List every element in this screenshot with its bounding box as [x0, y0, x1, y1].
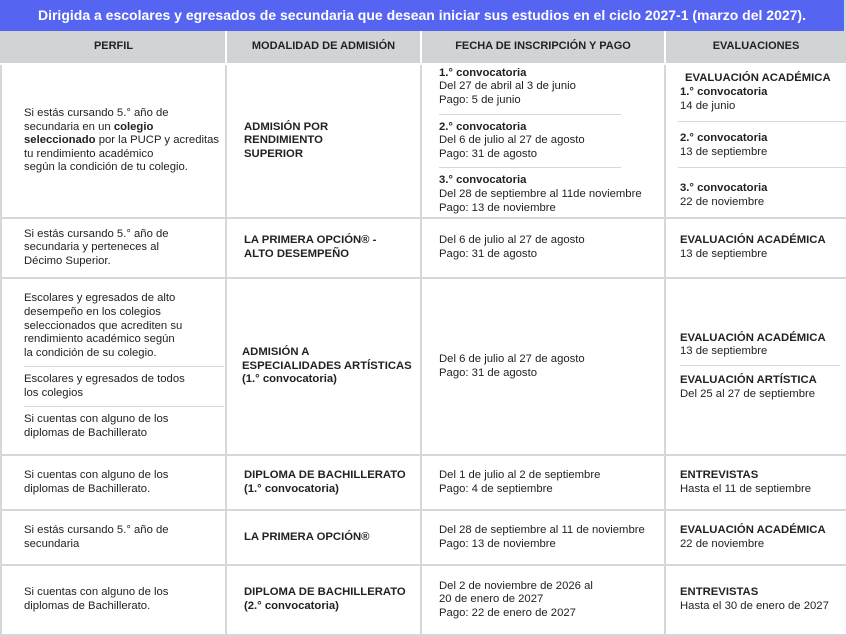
modalidad-cell: LA PRIMERA OPCIÓN® — [225, 509, 422, 566]
evaluacion-cell: ENTREVISTAS Hasta el 11 de septiembre — [664, 454, 846, 511]
perfil-text: Si cuentas con alguno de los diplomas de… — [24, 413, 169, 440]
perfil-cell: Si estás cursando 5.° año de secundaria … — [0, 217, 227, 279]
perfil-text: por la PUCP y acreditas tu rendimiento a… — [24, 134, 220, 174]
evaluacion-date: Del 25 al 27 de septiembre — [680, 387, 816, 400]
evaluacion-cell: ENTREVISTAS Hasta el 30 de enero de 2027 — [664, 564, 846, 636]
perfil-text: Escolares y egresados de todos los coleg… — [24, 373, 185, 399]
convocatoria-label: 3.° convocatoria — [680, 182, 768, 195]
evaluacion-title: EVALUACIÓN ACADÉMICA — [680, 234, 826, 247]
table-row: Si estás cursando 5.° año de secundaria … — [0, 509, 846, 566]
divider — [439, 113, 621, 115]
evaluacion-title: EVALUACIÓN ACADÉMICA — [685, 72, 831, 85]
table-row: Si cuentas con alguno de los diplomas de… — [0, 454, 846, 511]
convocatoria-label: 1.° convocatoria — [680, 86, 768, 99]
evaluacion-date: 13 de septiembre — [680, 145, 768, 158]
evaluacion-date: 13 de septiembre — [680, 345, 768, 358]
admission-table: PERFIL MODALIDAD DE ADMISIÓN FECHA DE IN… — [0, 31, 846, 636]
perfil-bold-text: colegio seleccionado — [24, 120, 154, 147]
evaluacion-title: EVALUACIÓN ACADÉMICA — [680, 331, 826, 344]
fecha-cell: Del 6 de julio al 27 de agosto Pago: 31 … — [420, 217, 666, 279]
modalidad-cell: ADMISIÓN POR RENDIMIENTO SUPERIOR — [225, 63, 422, 219]
evaluacion-title: EVALUACIÓN ARTÍSTICA — [680, 374, 817, 386]
table-row: Si estás cursando 5.° año de secundaria … — [0, 217, 846, 279]
divider — [439, 167, 621, 169]
evaluacion-cell: EVALUACIÓN ACADÉMICA 22 de noviembre — [664, 509, 846, 566]
header-row: PERFIL MODALIDAD DE ADMISIÓN FECHA DE IN… — [0, 31, 846, 65]
evaluacion-title: EVALUACIÓN ACADÉMICA — [680, 523, 826, 536]
table-title: Dirigida a escolares y egresados de secu… — [0, 0, 846, 31]
evaluacion-cell: EVALUACIÓN ACADÉMICA 13 de septiembre EV… — [664, 277, 846, 456]
evaluacion-date: Hasta el 30 de enero de 2027 — [680, 600, 829, 612]
header-fecha: FECHA DE INSCRIPCIÓN Y PAGO — [420, 31, 666, 65]
header-perfil: PERFIL — [0, 31, 227, 65]
evaluacion-title: ENTREVISTAS — [680, 468, 759, 481]
convocatoria-label: 2.° convocatoria — [439, 120, 527, 133]
divider — [680, 365, 840, 366]
perfil-cell: Si cuentas con alguno de los diplomas de… — [0, 564, 227, 636]
evaluacion-date: 13 de septiembre — [680, 248, 768, 260]
fecha-text: Del 27 de abril al 3 de junio Pago: 5 de… — [439, 80, 576, 107]
perfil-cell: Escolares y egresados de alto desempeño … — [0, 277, 227, 456]
convocatoria-label: 1.° convocatoria — [439, 66, 527, 79]
perfil-text: Escolares y egresados de alto desempeño … — [24, 292, 183, 359]
header-evaluaciones: EVALUACIONES — [664, 31, 846, 65]
modalidad-cell: LA PRIMERA OPCIÓN® - ALTO DESEMPEÑO — [225, 217, 422, 279]
divider — [678, 167, 846, 169]
divider — [678, 121, 846, 123]
table-row: Si estás cursando 5.° año de secundaria … — [0, 63, 846, 219]
evaluacion-date: 22 de noviembre — [680, 537, 765, 550]
evaluacion-cell: EVALUACIÓN ACADÉMICA 13 de septiembre — [664, 217, 846, 279]
fecha-cell: 1.° convocatoria Del 27 de abril al 3 de… — [420, 63, 666, 219]
divider — [24, 366, 224, 368]
evaluacion-title: ENTREVISTAS — [680, 586, 759, 599]
divider — [24, 406, 224, 408]
perfil-cell: Si estás cursando 5.° año de secundaria — [0, 509, 227, 566]
fecha-cell: Del 1 de julio al 2 de septiembre Pago: … — [420, 454, 666, 511]
perfil-cell: Si estás cursando 5.° año de secundaria … — [0, 63, 227, 219]
evaluacion-cell: EVALUACIÓN ACADÉMICA 1.° convocatoria 14… — [664, 63, 846, 219]
convocatoria-label: 3.° convocatoria — [439, 174, 527, 187]
table-row: Escolares y egresados de alto desempeño … — [0, 277, 846, 456]
convocatoria-label: 2.° convocatoria — [680, 132, 768, 145]
perfil-cell: Si cuentas con alguno de los diplomas de… — [0, 454, 227, 511]
modalidad-cell: DIPLOMA DE BACHILLERATO (2.° convocatori… — [225, 564, 422, 636]
modalidad-cell: DIPLOMA DE BACHILLERATO (1.° convocatori… — [225, 454, 422, 511]
fecha-cell: Del 2 de noviembre de 2026 al 20 de ener… — [420, 564, 666, 636]
evaluacion-date: 14 de junio — [680, 99, 736, 112]
modalidad-cell: ADMISIÓN A ESPECIALIDADES ARTÍSTICAS (1.… — [225, 277, 422, 456]
header-modalidad: MODALIDAD DE ADMISIÓN — [225, 31, 422, 65]
fecha-text: Del 28 de septiembre al 11de noviembre P… — [439, 187, 642, 214]
evaluacion-date: Hasta el 11 de septiembre — [680, 482, 812, 495]
table-row: Si cuentas con alguno de los diplomas de… — [0, 564, 846, 636]
fecha-text: Del 6 de julio al 27 de agosto Pago: 31 … — [439, 134, 585, 160]
fecha-cell: Del 28 de septiembre al 11 de noviembre … — [420, 509, 666, 566]
fecha-cell: Del 6 de julio al 27 de agosto Pago: 31 … — [420, 277, 666, 456]
evaluacion-date: 22 de noviembre — [680, 195, 765, 208]
perfil-text: Si estás cursando 5.° año de secundaria … — [24, 107, 169, 133]
